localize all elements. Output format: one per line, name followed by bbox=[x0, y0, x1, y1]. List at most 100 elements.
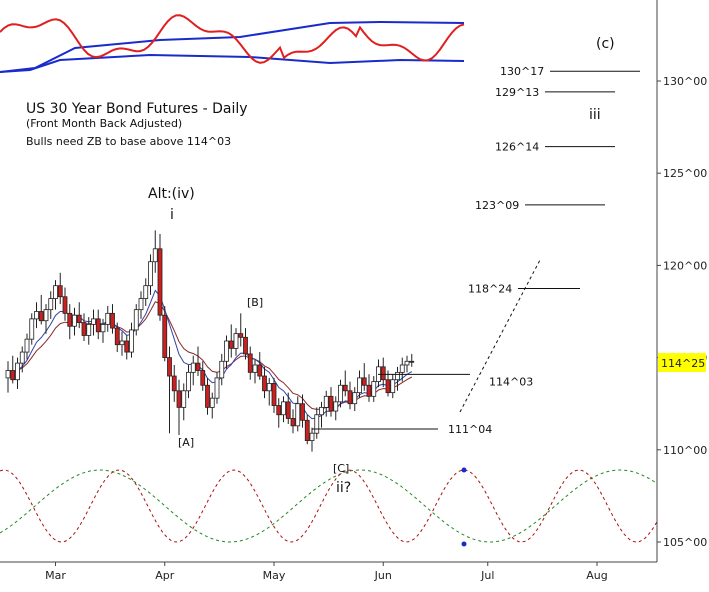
candle bbox=[43, 304, 49, 334]
candle-body bbox=[338, 384, 343, 403]
candle bbox=[361, 363, 367, 391]
cycle-high-dot bbox=[461, 467, 467, 473]
y-tick: 110^00 bbox=[657, 444, 707, 457]
wave-label-B: [B] bbox=[247, 296, 263, 309]
candle-body bbox=[233, 333, 239, 349]
candle-body bbox=[295, 403, 301, 427]
candle-body bbox=[357, 377, 362, 394]
wave-label-C: [C] bbox=[333, 462, 349, 475]
x-tick: Jun bbox=[374, 562, 392, 582]
candle bbox=[380, 357, 386, 388]
candle-body bbox=[404, 360, 410, 366]
candle bbox=[390, 374, 396, 399]
candle bbox=[76, 302, 82, 329]
candle-body bbox=[190, 362, 196, 373]
candle-body bbox=[366, 384, 372, 397]
chart-subtitle: (Front Month Back Adjusted) bbox=[26, 117, 182, 130]
candle bbox=[129, 322, 134, 358]
candle-body bbox=[86, 324, 92, 336]
candle bbox=[276, 398, 282, 428]
candle-body bbox=[100, 324, 106, 333]
candle-body bbox=[57, 285, 63, 298]
candle-body bbox=[238, 333, 244, 338]
y-tick-label: 130^00 bbox=[663, 75, 707, 88]
y-tick: 120^00 bbox=[657, 259, 707, 272]
candle bbox=[157, 234, 163, 321]
candle-body bbox=[385, 379, 391, 394]
wave-label-iii: iii bbox=[589, 107, 601, 123]
candle bbox=[138, 291, 144, 319]
price-level-label: 130^17 bbox=[500, 65, 544, 78]
y-tick-label: 120^00 bbox=[663, 259, 707, 272]
candle-body bbox=[91, 318, 96, 325]
candle bbox=[53, 280, 58, 310]
candle bbox=[300, 394, 305, 428]
x-tick: Apr bbox=[155, 562, 175, 582]
wave-label-i: i bbox=[170, 207, 174, 223]
last-price-label: 114^25 bbox=[661, 357, 705, 370]
last-price-box bbox=[658, 353, 706, 372]
candle bbox=[171, 364, 177, 402]
candle-body bbox=[219, 360, 225, 379]
candle-body bbox=[15, 362, 20, 381]
x-axis-ticks: Mar Apr May Jun Jul Aug bbox=[45, 562, 608, 582]
x-tick-label: May bbox=[263, 569, 286, 582]
candle bbox=[395, 366, 400, 391]
candle bbox=[352, 387, 358, 412]
candle-body bbox=[361, 377, 367, 386]
candle-body bbox=[133, 309, 139, 331]
y-tick-label: 110^00 bbox=[663, 444, 707, 457]
candle bbox=[247, 346, 253, 380]
candle-body bbox=[314, 414, 320, 434]
candle bbox=[262, 366, 267, 399]
candle bbox=[323, 390, 329, 417]
candle bbox=[143, 278, 149, 306]
candle-body bbox=[323, 395, 329, 408]
candle-body bbox=[290, 418, 296, 427]
y-tick: 105^00 bbox=[657, 536, 707, 549]
candle-body bbox=[200, 370, 206, 386]
candle-body bbox=[395, 371, 400, 381]
candle-body bbox=[72, 314, 77, 327]
candle bbox=[29, 313, 35, 345]
candle bbox=[409, 353, 415, 367]
x-tick-label: Aug bbox=[586, 569, 607, 582]
candle bbox=[200, 361, 206, 391]
candle-body bbox=[34, 311, 39, 320]
x-tick: Jul bbox=[480, 562, 494, 582]
cycle-green-line bbox=[0, 469, 658, 543]
candle bbox=[271, 377, 277, 413]
candle-body bbox=[300, 403, 305, 421]
candle-body bbox=[162, 314, 168, 358]
wave-label-alt-iv: Alt:(iv) bbox=[148, 186, 195, 202]
projection-dashed-line bbox=[459, 259, 541, 413]
candle bbox=[290, 409, 296, 434]
candle-body bbox=[95, 318, 101, 333]
price-level: 129^13 bbox=[495, 86, 615, 99]
x-tick: Aug bbox=[586, 562, 608, 582]
candle-body bbox=[276, 405, 282, 416]
candle bbox=[219, 353, 225, 386]
candle bbox=[95, 309, 101, 340]
price-level: 114^03 bbox=[378, 373, 533, 388]
candle-body bbox=[167, 357, 172, 377]
candle-body bbox=[195, 362, 201, 371]
candle bbox=[91, 309, 96, 336]
candle-body bbox=[228, 340, 234, 349]
candle bbox=[186, 364, 191, 399]
candle bbox=[105, 305, 111, 332]
candle bbox=[295, 396, 301, 432]
candle-body bbox=[247, 353, 253, 373]
candle bbox=[252, 359, 258, 384]
price-level-label: 129^13 bbox=[495, 86, 539, 99]
candle-body bbox=[380, 366, 386, 381]
candle bbox=[314, 407, 320, 439]
candle-body bbox=[181, 390, 187, 408]
x-tick-label: Apr bbox=[155, 569, 175, 582]
candle bbox=[195, 346, 201, 377]
candle bbox=[162, 305, 168, 362]
candle-body bbox=[10, 370, 16, 381]
lower-band bbox=[0, 53, 465, 73]
candle-body bbox=[319, 406, 324, 416]
